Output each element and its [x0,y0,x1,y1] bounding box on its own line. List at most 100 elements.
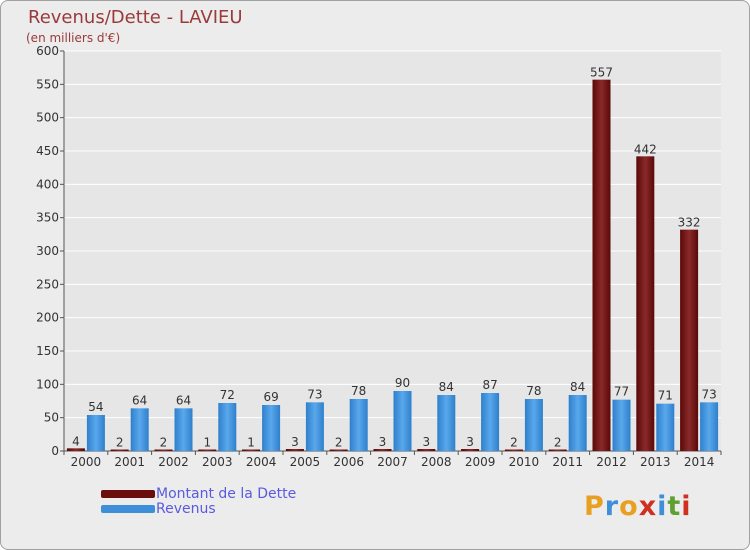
bar-dette [548,449,567,451]
bar-revenus [86,415,105,451]
y-tick-label: 100 [36,377,59,391]
logo-letter: x [638,491,658,522]
y-tick-label: 350 [36,211,59,225]
logo-letter: i [681,491,692,522]
bar-dette [198,449,217,451]
bar-revenus [393,391,412,451]
bar-revenus [524,399,543,451]
bar-dette [636,156,655,452]
data-label-dette: 4 [72,434,80,448]
y-tick-label: 500 [36,111,59,125]
data-label-dette: 3 [466,435,474,449]
y-tick-label: 600 [36,44,59,58]
y-tick-label: 250 [36,277,59,291]
y-tick-label: 400 [36,177,59,191]
legend-label-revenus: Revenus [156,501,216,517]
y-tick-label: 0 [51,444,59,458]
bar-dette [504,449,523,451]
data-label-dette: 2 [116,436,124,450]
data-label-dette: 1 [203,436,211,450]
data-label-revenus: 69 [263,390,278,404]
data-label-dette: 332 [678,216,701,230]
bar-dette [285,449,304,451]
data-label-dette: 2 [160,436,168,450]
data-label-dette: 557 [590,66,613,80]
data-label-revenus: 87 [482,378,497,392]
bar-revenus [612,399,631,451]
logo-letter: o [619,491,639,522]
x-tick-label: 2002 [158,455,189,469]
bar-revenus [262,405,281,451]
x-tick-label: 2011 [552,455,583,469]
data-label-revenus: 71 [658,389,673,403]
legend-label-dette: Montant de la Dette [156,486,297,502]
data-label-revenus: 64 [132,393,147,407]
x-tick-label: 2013 [640,455,671,469]
bar-revenus [218,403,237,451]
data-label-revenus: 84 [570,380,585,394]
data-label-revenus: 78 [526,384,541,398]
data-label-revenus: 73 [307,387,322,401]
data-label-revenus: 72 [220,388,235,402]
bar-dette [592,79,611,452]
data-label-dette: 442 [634,142,657,156]
bar-dette [66,448,85,451]
data-label-revenus: 90 [395,376,410,390]
bar-dette [110,449,129,451]
y-tick-label: 300 [36,244,59,258]
data-label-revenus: 84 [439,380,454,394]
proxiti-logo: Proxiti [584,491,692,522]
x-tick-label: 2008 [421,455,452,469]
bar-revenus [130,408,149,451]
x-tick-label: 2010 [509,455,540,469]
data-label-revenus: 77 [614,385,629,399]
bar-revenus [349,399,368,451]
bar-dette [417,449,436,451]
bar-dette [461,449,480,451]
bar-revenus [305,402,324,451]
chart-title: Revenus/Dette - LAVIEU [28,7,243,28]
bar-revenus [700,402,719,451]
logo-letter: t [667,491,682,522]
legend-swatch-dette [101,490,155,498]
data-label-dette: 2 [335,436,343,450]
bar-revenus [656,403,675,451]
data-label-dette: 1 [247,436,255,450]
bar-revenus [174,408,193,451]
x-tick-label: 2012 [596,455,627,469]
bar-dette [373,449,392,451]
data-label-revenus: 78 [351,384,366,398]
data-label-revenus: 64 [176,393,191,407]
data-label-dette: 3 [291,435,299,449]
data-label-revenus: 73 [701,387,716,401]
bar-revenus [568,395,587,451]
y-tick-label: 50 [44,411,59,425]
chart-subtitle: (en milliers d'€) [26,31,121,45]
bar-dette [154,449,173,451]
x-tick-label: 2006 [333,455,364,469]
x-tick-label: 2007 [377,455,408,469]
x-tick-label: 2014 [684,455,715,469]
bar-dette [329,449,348,451]
logo-letter: P [584,491,605,522]
bar-dette [680,229,699,451]
x-tick-label: 2000 [71,455,102,469]
x-tick-label: 2009 [465,455,496,469]
x-tick-label: 2001 [114,455,145,469]
bar-revenus [437,395,456,451]
data-label-revenus: 54 [88,400,103,414]
data-label-dette: 3 [422,435,430,449]
y-tick-label: 450 [36,144,59,158]
x-tick-label: 2005 [290,455,321,469]
data-label-dette: 2 [554,436,562,450]
logo-letter: r [604,491,620,522]
bar-revenus [481,393,500,451]
x-tick-label: 2003 [202,455,233,469]
bar-dette [242,449,261,451]
logo-letter: i [657,491,668,522]
data-label-dette: 2 [510,436,518,450]
y-tick-label: 150 [36,344,59,358]
data-label-dette: 3 [379,435,387,449]
